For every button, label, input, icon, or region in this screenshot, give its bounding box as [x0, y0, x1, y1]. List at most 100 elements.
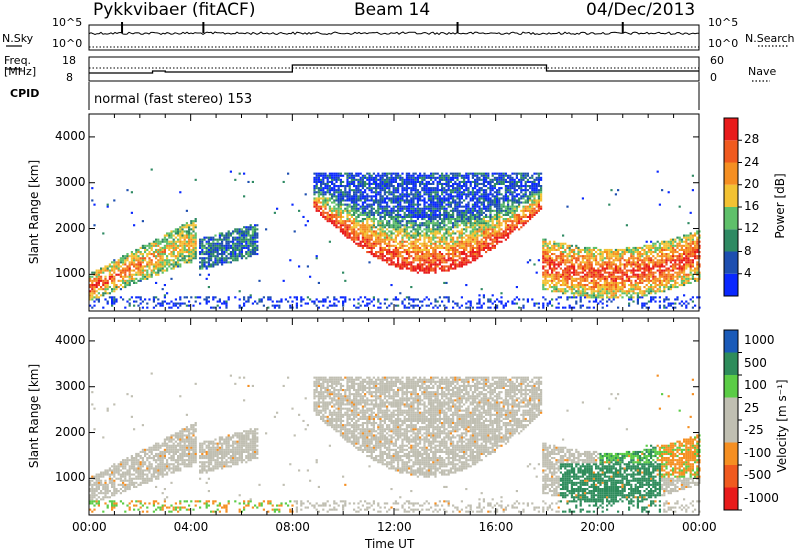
power-cell [588, 253, 591, 256]
power-cell [515, 174, 518, 177]
power-cell [449, 218, 452, 221]
power-cell [368, 261, 371, 264]
power-cell [170, 246, 173, 249]
power-cell [412, 199, 415, 202]
power-cell [133, 300, 136, 303]
power-cell [498, 174, 501, 177]
power-cell [212, 240, 215, 243]
power-cell [555, 244, 558, 247]
power-cell [489, 180, 492, 183]
power-cell [581, 286, 584, 289]
power-cell [419, 242, 422, 245]
power-cell [478, 251, 481, 254]
power-cell [405, 248, 408, 251]
power-cell [546, 248, 549, 251]
power-cell [478, 222, 481, 225]
power-cell [368, 224, 371, 227]
power-cell [513, 226, 516, 229]
power-cell [161, 251, 164, 254]
power-cell [331, 176, 334, 179]
power-cell [443, 238, 446, 241]
power-cell [194, 234, 197, 237]
power-cell [493, 185, 496, 188]
power-cell [476, 246, 479, 249]
power-cell [425, 244, 428, 247]
power-cell [258, 279, 261, 282]
power-cell [386, 306, 389, 309]
power-cell [368, 213, 371, 216]
power-cell [555, 286, 558, 289]
power-cell [454, 224, 457, 227]
power-cell [511, 213, 514, 216]
power-cell [181, 240, 184, 243]
power-cell [465, 248, 468, 251]
power-cell [579, 275, 582, 278]
power-cell [348, 191, 351, 194]
power-cell [452, 259, 455, 262]
power-cell [452, 267, 455, 270]
power-cell [379, 228, 382, 231]
power-cell [355, 222, 358, 225]
power-cell [577, 273, 580, 276]
power-cell [346, 232, 349, 235]
power-cell [405, 191, 408, 194]
power-cell [139, 253, 142, 256]
power-cell [399, 246, 402, 249]
power-cell [249, 234, 252, 237]
power-cell [540, 197, 543, 200]
power-cell [454, 253, 457, 256]
power-cell [353, 230, 356, 233]
power-cell [465, 261, 468, 264]
power-cell [441, 234, 444, 237]
power-cell [546, 281, 549, 284]
power-cell [324, 182, 327, 185]
power-cell [416, 201, 419, 204]
power-cell [425, 220, 428, 223]
power-cell [392, 248, 395, 251]
power-cell [546, 261, 549, 264]
power-cell [95, 279, 98, 282]
power-cell [423, 201, 426, 204]
power-cell [423, 172, 426, 175]
power-cell [146, 302, 149, 305]
power-cell [328, 172, 331, 175]
power-cell [350, 226, 353, 229]
power-cell [207, 242, 210, 245]
power-cell [188, 255, 191, 258]
power-cell [419, 180, 422, 183]
power-cell [210, 257, 213, 260]
power-cell [588, 269, 591, 272]
power-cell [361, 193, 364, 196]
power-cell [133, 253, 136, 256]
power-cell [379, 238, 382, 241]
power-cell [355, 203, 358, 206]
power-cell [324, 185, 327, 188]
power-cell [388, 230, 391, 233]
power-cell [456, 172, 459, 175]
power-cell [344, 187, 347, 190]
power-cell [394, 205, 397, 208]
power-cell [476, 191, 479, 194]
power-cell [106, 284, 109, 287]
power-cell [245, 226, 248, 229]
power-cell [447, 176, 450, 179]
power-cell [526, 195, 529, 198]
power-cell [379, 302, 382, 305]
power-cell [511, 211, 514, 214]
power-cell [511, 182, 514, 185]
power-cell [542, 246, 545, 249]
power-cell [447, 174, 450, 177]
power-cell [388, 246, 391, 249]
power-cell [535, 203, 538, 206]
power-cell [465, 224, 468, 227]
power-cell [379, 193, 382, 196]
power-cell [353, 226, 356, 229]
power-cell [141, 269, 144, 272]
power-cell [474, 205, 477, 208]
power-cell [452, 236, 455, 239]
power-cell [238, 232, 241, 235]
power-cell [333, 213, 336, 216]
power-cell [436, 176, 439, 179]
power-cell [520, 218, 523, 221]
power-cell [397, 174, 400, 177]
